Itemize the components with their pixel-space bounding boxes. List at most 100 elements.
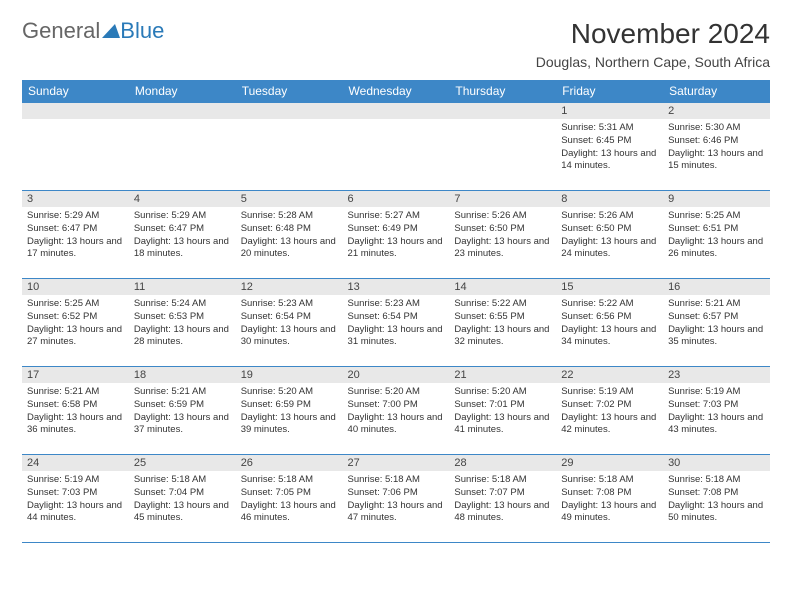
calendar-cell: 3Sunrise: 5:29 AMSunset: 6:47 PMDaylight… <box>22 191 129 279</box>
calendar-row: 1Sunrise: 5:31 AMSunset: 6:45 PMDaylight… <box>22 103 770 191</box>
day-number: 24 <box>22 455 129 471</box>
day-number: 8 <box>556 191 663 207</box>
day-number: 9 <box>663 191 770 207</box>
day-info: Sunrise: 5:27 AMSunset: 6:49 PMDaylight:… <box>343 207 450 265</box>
day-number: 15 <box>556 279 663 295</box>
calendar-cell: 5Sunrise: 5:28 AMSunset: 6:48 PMDaylight… <box>236 191 343 279</box>
calendar-cell: 9Sunrise: 5:25 AMSunset: 6:51 PMDaylight… <box>663 191 770 279</box>
day-number: 27 <box>343 455 450 471</box>
day-header: Friday <box>556 80 663 103</box>
calendar-cell: 1Sunrise: 5:31 AMSunset: 6:45 PMDaylight… <box>556 103 663 191</box>
day-number-empty <box>449 103 556 119</box>
day-info: Sunrise: 5:18 AMSunset: 7:05 PMDaylight:… <box>236 471 343 529</box>
day-header: Saturday <box>663 80 770 103</box>
day-info: Sunrise: 5:21 AMSunset: 6:57 PMDaylight:… <box>663 295 770 353</box>
calendar-cell: 4Sunrise: 5:29 AMSunset: 6:47 PMDaylight… <box>129 191 236 279</box>
day-info: Sunrise: 5:18 AMSunset: 7:08 PMDaylight:… <box>663 471 770 529</box>
day-number: 1 <box>556 103 663 119</box>
day-info: Sunrise: 5:21 AMSunset: 6:59 PMDaylight:… <box>129 383 236 441</box>
day-info: Sunrise: 5:25 AMSunset: 6:51 PMDaylight:… <box>663 207 770 265</box>
day-number: 11 <box>129 279 236 295</box>
calendar-cell: 2Sunrise: 5:30 AMSunset: 6:46 PMDaylight… <box>663 103 770 191</box>
calendar-cell: 14Sunrise: 5:22 AMSunset: 6:55 PMDayligh… <box>449 279 556 367</box>
day-number: 26 <box>236 455 343 471</box>
calendar-cell: 25Sunrise: 5:18 AMSunset: 7:04 PMDayligh… <box>129 455 236 543</box>
calendar-cell: 18Sunrise: 5:21 AMSunset: 6:59 PMDayligh… <box>129 367 236 455</box>
calendar-row: 17Sunrise: 5:21 AMSunset: 6:58 PMDayligh… <box>22 367 770 455</box>
day-header: Wednesday <box>343 80 450 103</box>
day-number: 20 <box>343 367 450 383</box>
day-info: Sunrise: 5:24 AMSunset: 6:53 PMDaylight:… <box>129 295 236 353</box>
day-number: 17 <box>22 367 129 383</box>
calendar-body: 1Sunrise: 5:31 AMSunset: 6:45 PMDaylight… <box>22 103 770 543</box>
day-header: Tuesday <box>236 80 343 103</box>
day-info: Sunrise: 5:28 AMSunset: 6:48 PMDaylight:… <box>236 207 343 265</box>
day-number: 21 <box>449 367 556 383</box>
day-number: 12 <box>236 279 343 295</box>
calendar-cell: 20Sunrise: 5:20 AMSunset: 7:00 PMDayligh… <box>343 367 450 455</box>
day-number: 3 <box>22 191 129 207</box>
day-info: Sunrise: 5:20 AMSunset: 7:00 PMDaylight:… <box>343 383 450 441</box>
day-info: Sunrise: 5:19 AMSunset: 7:02 PMDaylight:… <box>556 383 663 441</box>
day-number: 2 <box>663 103 770 119</box>
day-info: Sunrise: 5:18 AMSunset: 7:08 PMDaylight:… <box>556 471 663 529</box>
calendar-cell <box>236 103 343 191</box>
calendar-cell: 24Sunrise: 5:19 AMSunset: 7:03 PMDayligh… <box>22 455 129 543</box>
day-number: 4 <box>129 191 236 207</box>
calendar-row: 3Sunrise: 5:29 AMSunset: 6:47 PMDaylight… <box>22 191 770 279</box>
day-number: 28 <box>449 455 556 471</box>
title-block: November 2024 Douglas, Northern Cape, So… <box>536 18 770 70</box>
day-info: Sunrise: 5:23 AMSunset: 6:54 PMDaylight:… <box>343 295 450 353</box>
day-number: 22 <box>556 367 663 383</box>
day-info: Sunrise: 5:22 AMSunset: 6:56 PMDaylight:… <box>556 295 663 353</box>
day-number-empty <box>236 103 343 119</box>
calendar-cell <box>343 103 450 191</box>
day-info: Sunrise: 5:25 AMSunset: 6:52 PMDaylight:… <box>22 295 129 353</box>
day-number: 23 <box>663 367 770 383</box>
day-info: Sunrise: 5:20 AMSunset: 6:59 PMDaylight:… <box>236 383 343 441</box>
day-number: 14 <box>449 279 556 295</box>
day-number: 29 <box>556 455 663 471</box>
calendar-cell: 10Sunrise: 5:25 AMSunset: 6:52 PMDayligh… <box>22 279 129 367</box>
day-info: Sunrise: 5:29 AMSunset: 6:47 PMDaylight:… <box>22 207 129 265</box>
calendar-cell: 28Sunrise: 5:18 AMSunset: 7:07 PMDayligh… <box>449 455 556 543</box>
day-info: Sunrise: 5:18 AMSunset: 7:04 PMDaylight:… <box>129 471 236 529</box>
calendar-cell: 22Sunrise: 5:19 AMSunset: 7:02 PMDayligh… <box>556 367 663 455</box>
calendar-cell: 27Sunrise: 5:18 AMSunset: 7:06 PMDayligh… <box>343 455 450 543</box>
day-number: 19 <box>236 367 343 383</box>
day-info: Sunrise: 5:18 AMSunset: 7:06 PMDaylight:… <box>343 471 450 529</box>
day-header: Sunday <box>22 80 129 103</box>
day-number: 18 <box>129 367 236 383</box>
day-number: 25 <box>129 455 236 471</box>
calendar-cell: 8Sunrise: 5:26 AMSunset: 6:50 PMDaylight… <box>556 191 663 279</box>
calendar-cell: 23Sunrise: 5:19 AMSunset: 7:03 PMDayligh… <box>663 367 770 455</box>
calendar-cell: 7Sunrise: 5:26 AMSunset: 6:50 PMDaylight… <box>449 191 556 279</box>
day-info: Sunrise: 5:20 AMSunset: 7:01 PMDaylight:… <box>449 383 556 441</box>
logo: General Blue <box>22 18 164 44</box>
day-info: Sunrise: 5:30 AMSunset: 6:46 PMDaylight:… <box>663 119 770 177</box>
calendar-cell: 26Sunrise: 5:18 AMSunset: 7:05 PMDayligh… <box>236 455 343 543</box>
day-number: 13 <box>343 279 450 295</box>
logo-text-1: General <box>22 18 100 44</box>
day-info: Sunrise: 5:21 AMSunset: 6:58 PMDaylight:… <box>22 383 129 441</box>
day-header: Monday <box>129 80 236 103</box>
day-number: 10 <box>22 279 129 295</box>
day-number-empty <box>22 103 129 119</box>
calendar-cell: 6Sunrise: 5:27 AMSunset: 6:49 PMDaylight… <box>343 191 450 279</box>
month-title: November 2024 <box>536 18 770 50</box>
location-subtitle: Douglas, Northern Cape, South Africa <box>536 54 770 70</box>
day-number-empty <box>129 103 236 119</box>
day-number: 16 <box>663 279 770 295</box>
calendar-row: 10Sunrise: 5:25 AMSunset: 6:52 PMDayligh… <box>22 279 770 367</box>
day-number: 7 <box>449 191 556 207</box>
calendar-row: 24Sunrise: 5:19 AMSunset: 7:03 PMDayligh… <box>22 455 770 543</box>
calendar-cell <box>22 103 129 191</box>
calendar-head: SundayMondayTuesdayWednesdayThursdayFrid… <box>22 80 770 103</box>
calendar-table: SundayMondayTuesdayWednesdayThursdayFrid… <box>22 80 770 543</box>
day-info: Sunrise: 5:31 AMSunset: 6:45 PMDaylight:… <box>556 119 663 177</box>
day-info: Sunrise: 5:19 AMSunset: 7:03 PMDaylight:… <box>663 383 770 441</box>
calendar-cell: 11Sunrise: 5:24 AMSunset: 6:53 PMDayligh… <box>129 279 236 367</box>
day-number: 6 <box>343 191 450 207</box>
calendar-cell <box>129 103 236 191</box>
day-info: Sunrise: 5:26 AMSunset: 6:50 PMDaylight:… <box>556 207 663 265</box>
